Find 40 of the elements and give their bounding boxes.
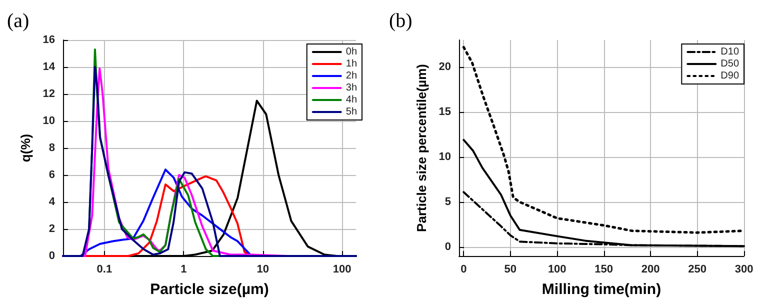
legend-label: 2h: [346, 70, 357, 82]
y-tick-label: 5: [444, 196, 451, 208]
y-tick-label: 4: [48, 196, 56, 208]
y-tick-label: 15: [438, 106, 451, 118]
y-tick-label: 2: [48, 223, 55, 235]
chart-title: (b): [389, 10, 412, 32]
x-axis-title: Milling time(min): [542, 281, 662, 298]
x-axis-title: Particle size(µm): [150, 281, 269, 298]
x-tick-label: 300: [734, 264, 754, 276]
y-tick-label: 10: [42, 115, 55, 127]
y-tick-label: 20: [438, 61, 451, 73]
y-axis-title: q(%): [18, 134, 33, 162]
x-tick-label: 10: [256, 264, 269, 276]
y-tick-label: 10: [438, 151, 451, 163]
legend-label: 4h: [346, 94, 357, 106]
x-tick-label: 50: [504, 264, 517, 276]
legend-label: 3h: [346, 82, 357, 94]
y-tick-label: 12: [42, 88, 55, 100]
x-tick-label: 0.1: [96, 264, 112, 276]
chart-title: (a): [7, 10, 30, 32]
x-tick-label: 100: [548, 264, 566, 276]
legend-label: D50: [720, 58, 740, 70]
legend-label: D90: [720, 70, 740, 82]
legend-label: 0h: [346, 46, 357, 58]
y-tick-label: 16: [42, 34, 55, 46]
x-tick-label: 0: [460, 264, 467, 276]
y-tick-label: 0: [444, 241, 451, 253]
x-tick-label: 150: [594, 264, 614, 276]
legend-label: 1h: [346, 58, 357, 70]
legend-label: D10: [720, 46, 740, 58]
y-tick-label: 0: [48, 250, 55, 262]
x-tick-label: 250: [688, 264, 706, 276]
x-tick-label: 100: [332, 264, 352, 276]
legend-label: 5h: [346, 106, 357, 118]
y-tick-label: 8: [48, 142, 55, 154]
y-tick-label: 6: [48, 169, 55, 181]
y-axis-title: Particle size percentile(µm): [414, 64, 429, 232]
x-tick-label: 1: [180, 264, 187, 276]
x-tick-label: 200: [641, 264, 660, 276]
y-tick-label: 14: [42, 61, 56, 73]
